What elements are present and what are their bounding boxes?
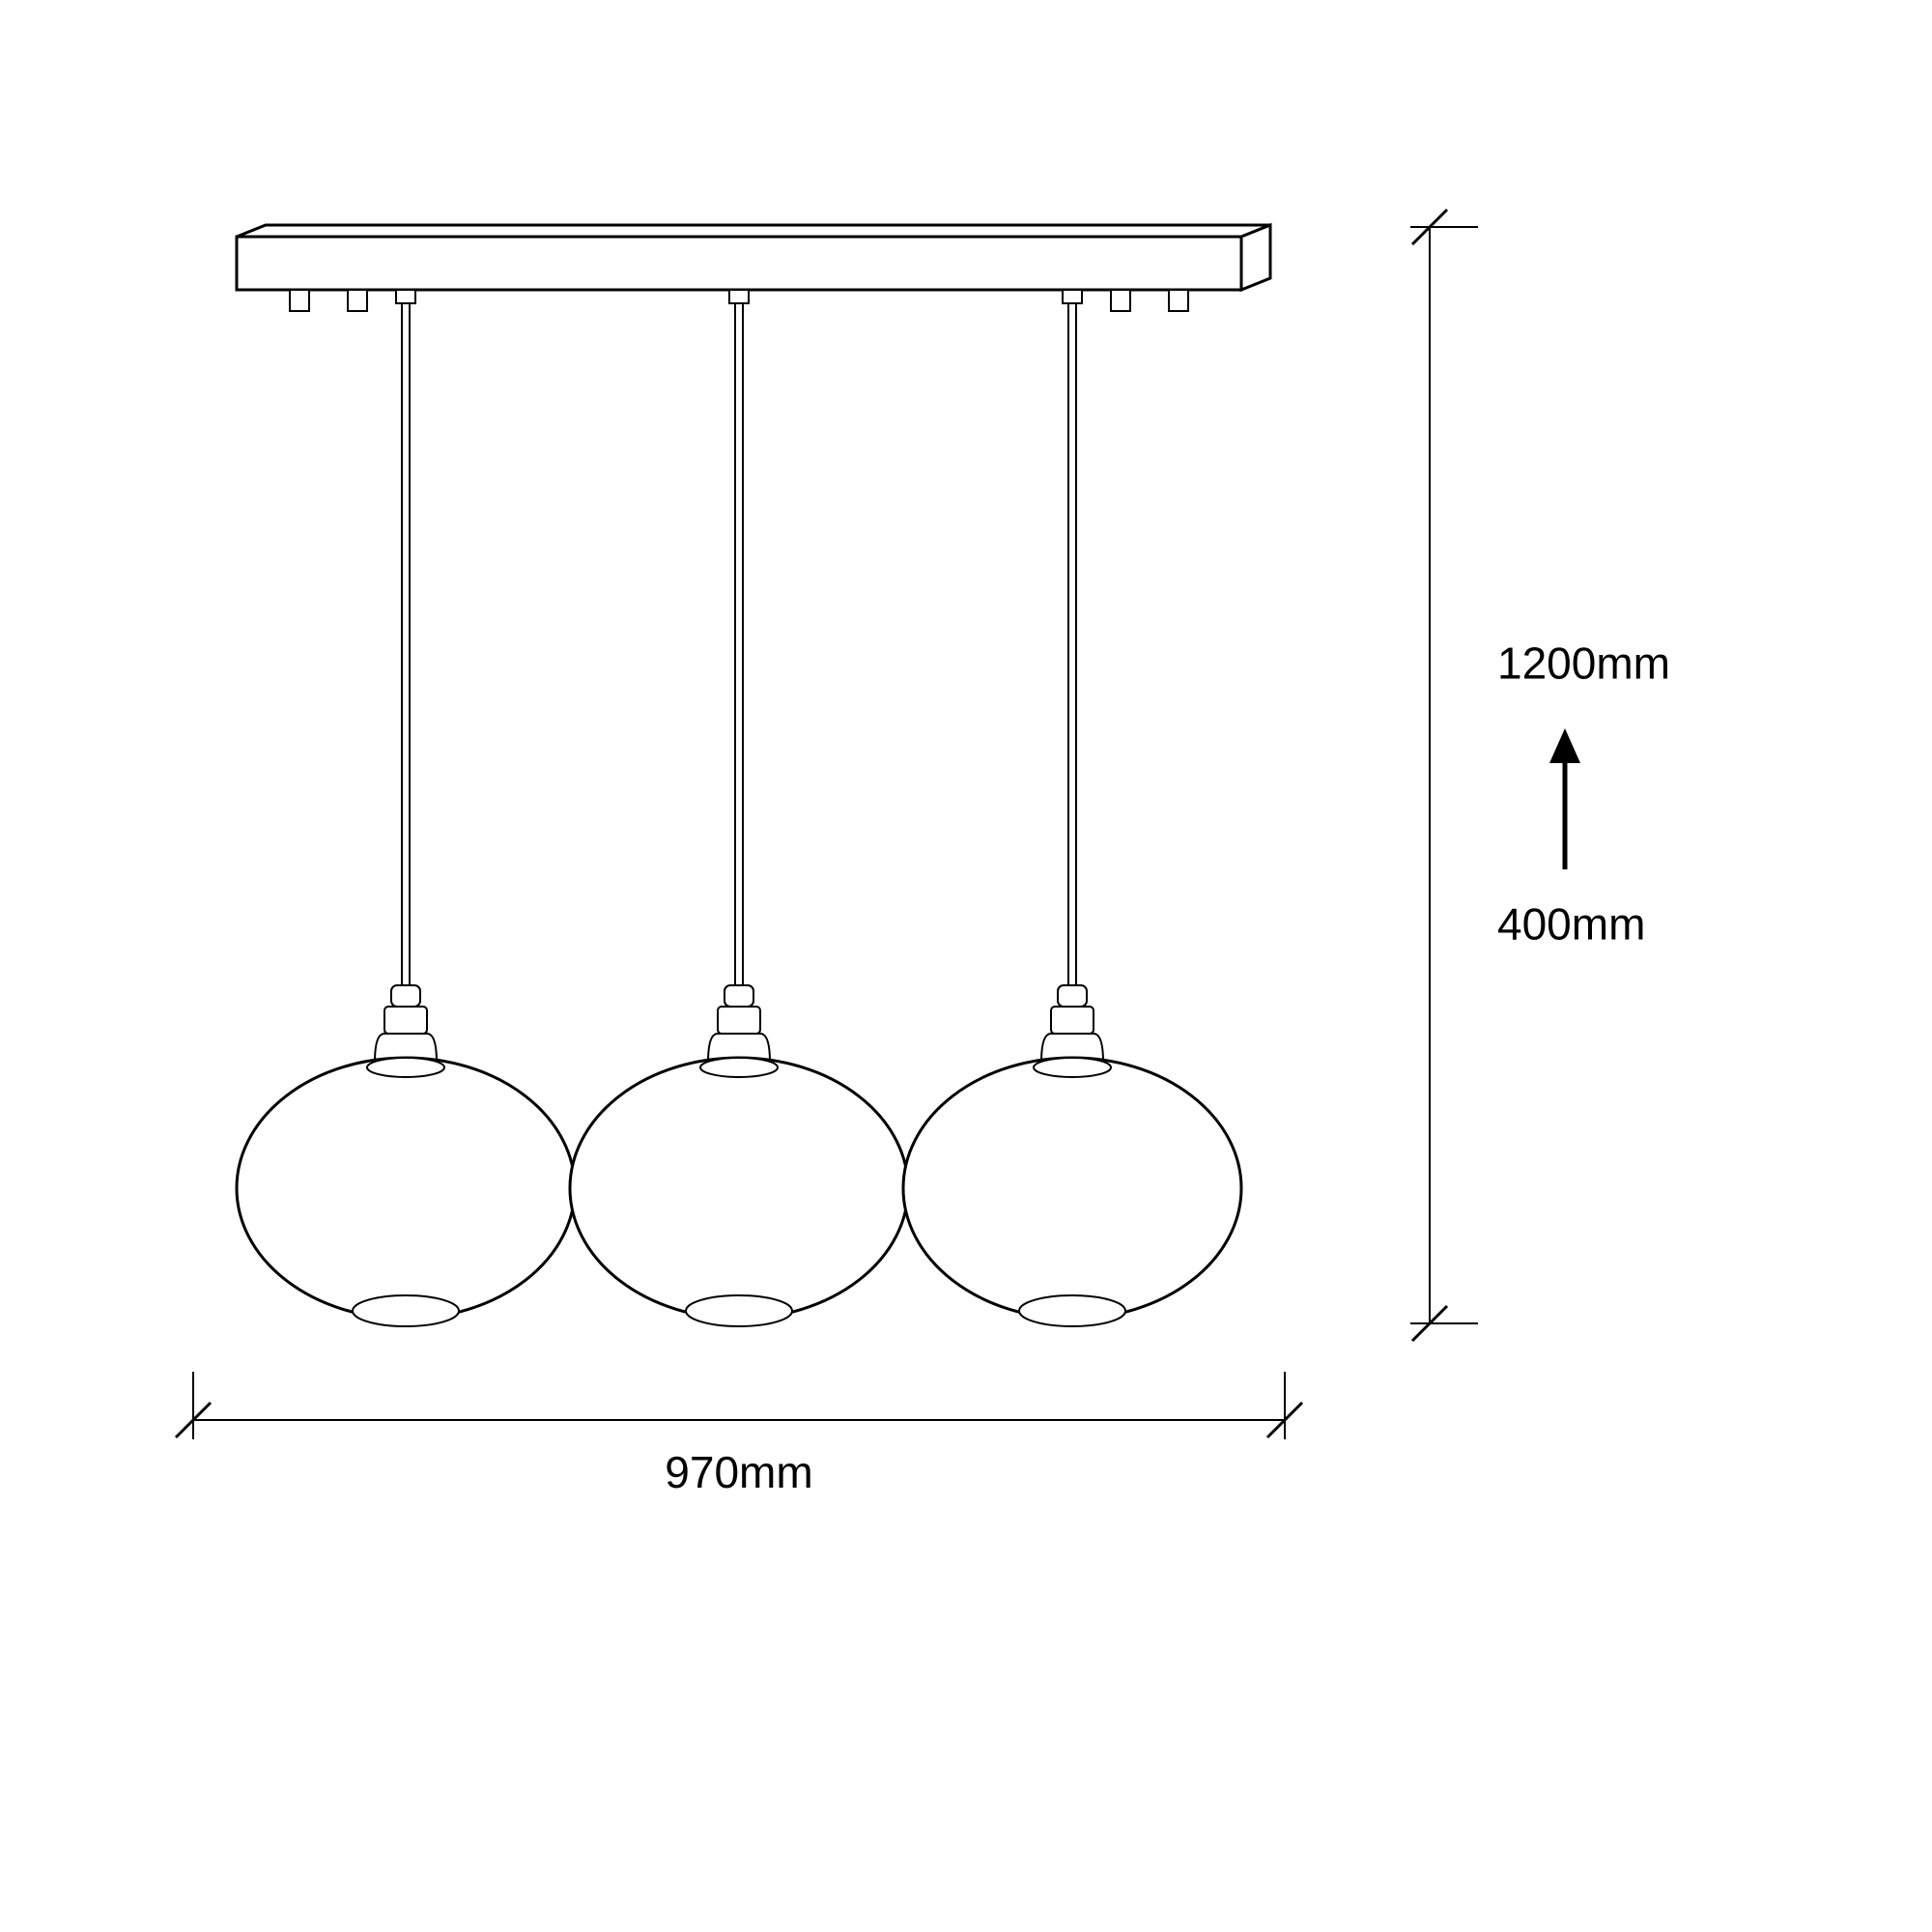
dimension-height-min-label: 400mm [1497, 899, 1645, 950]
dimension-width: 970mm [176, 1372, 1302, 1497]
dimension-width-label: 970mm [665, 1447, 812, 1497]
pendant-3 [903, 290, 1241, 1326]
pendant-2 [570, 290, 908, 1326]
pendant-light-dimension-diagram: 970mm 1200mm 400mm [0, 0, 1932, 1932]
ceiling-mount-bar [237, 225, 1270, 290]
dimension-height: 1200mm 400mm [1410, 210, 1670, 1341]
pendant-1 [237, 290, 575, 1326]
dimension-height-max-label: 1200mm [1497, 639, 1670, 689]
